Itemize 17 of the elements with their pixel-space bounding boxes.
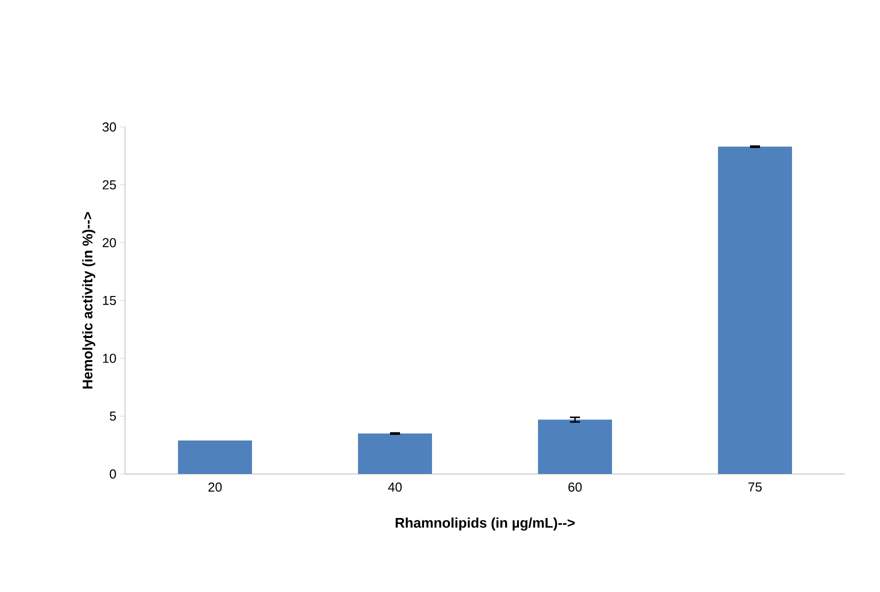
- x-tick-label: 20: [208, 482, 222, 492]
- x-axis-title: Rhamnolipids (in µg/mL)-->: [396, 518, 575, 531]
- y-tick-label: 0: [110, 469, 116, 479]
- x-tick-label: 75: [748, 482, 762, 492]
- y-tick-label: 15: [103, 296, 116, 306]
- y-axis-title: Hemolytic activity (in %)-->: [82, 212, 96, 388]
- bar: [718, 146, 792, 474]
- bar: [538, 420, 612, 474]
- y-tick-label: 10: [103, 354, 116, 363]
- y-tick-label: 25: [102, 180, 116, 190]
- x-tick-label: 40: [388, 482, 402, 492]
- y-tick-label: 20: [102, 238, 116, 248]
- bar: [358, 434, 432, 474]
- y-tick-label: 5: [110, 412, 116, 421]
- x-tick-label: 60: [568, 482, 582, 492]
- bar: [178, 440, 252, 474]
- y-tick-label: 30: [102, 122, 116, 132]
